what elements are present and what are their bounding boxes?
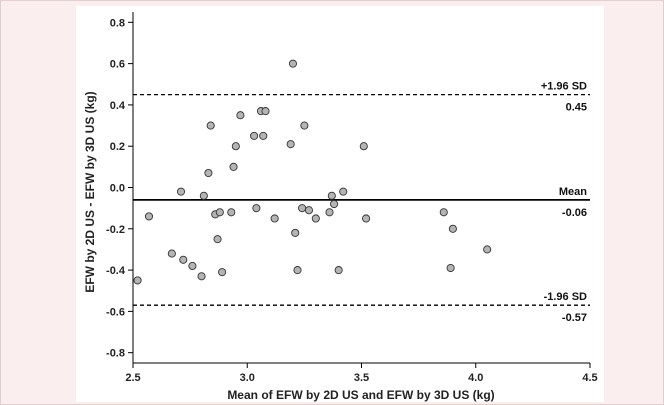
data-point: [213, 235, 222, 244]
data-point: [298, 204, 307, 213]
data-point: [215, 208, 224, 217]
y-tick-label: 0.0: [110, 183, 125, 195]
data-point: [218, 268, 227, 277]
data-point: [439, 208, 448, 217]
data-point: [330, 199, 339, 209]
data-point: [483, 245, 492, 254]
data-point: [311, 214, 320, 223]
data-point: [270, 214, 279, 223]
data-point: [167, 249, 176, 258]
data-point: [144, 212, 154, 221]
data-point: [293, 266, 302, 275]
reference-lines: +1.96 SD 0.45 Mean -0.06 -1.96 SD -0.57: [133, 81, 590, 324]
reference-line-label: -1.96 SD: [544, 291, 587, 303]
data-point: [179, 255, 188, 264]
x-tick-label: 3.0: [240, 372, 255, 384]
axes: 0.8 0.6 0.4 0.2 0.0 -0.2 -0.4 -0.6 -0.82.5 3.0 3.5…: [106, 12, 598, 384]
data-point: [288, 59, 298, 68]
reference-line-value: -0.06: [562, 207, 587, 219]
x-axis-title: Mean of EFW by 2D US and EFW by 3D US (k…: [227, 388, 494, 402]
data-point: [176, 187, 186, 196]
data-point: [204, 168, 213, 178]
data-point: [206, 121, 215, 130]
data-point: [197, 272, 206, 281]
y-axis-title: EFW by 2D US - EFW by 3D US (kg): [83, 91, 97, 292]
data-point: [286, 140, 295, 149]
data-point: [229, 162, 238, 171]
data-point: [261, 107, 270, 116]
plot-card: [76, 6, 604, 402]
data-point: [339, 187, 348, 196]
x-tick-label: 4.0: [468, 372, 483, 384]
reference-line-label: +1.96 SD: [541, 81, 587, 93]
data-point: [304, 206, 313, 215]
data-point: [448, 224, 457, 233]
y-tick-label: -0.6: [106, 306, 125, 318]
data-point: [231, 142, 240, 151]
y-tick-label: 0.8: [110, 17, 125, 29]
data-point: [199, 191, 208, 200]
y-tick-label: 0.6: [110, 59, 125, 71]
data-points: [133, 59, 492, 285]
data-point: [446, 263, 455, 273]
data-point: [259, 131, 268, 140]
y-tick-label: -0.4: [106, 265, 126, 277]
data-point: [227, 208, 236, 217]
data-point: [188, 261, 197, 271]
reference-line-label: Mean: [559, 186, 587, 198]
y-tick-label: 0.2: [110, 141, 125, 153]
y-tick-label: -0.8: [106, 348, 125, 360]
data-point: [250, 131, 259, 140]
data-point: [133, 276, 142, 285]
data-point: [334, 266, 343, 275]
data-point: [300, 121, 309, 130]
data-point: [327, 191, 336, 200]
data-point: [252, 204, 261, 213]
data-point: [359, 142, 368, 151]
x-tick-label: 3.5: [354, 372, 369, 384]
data-point: [291, 228, 300, 237]
reference-line-value: 0.45: [566, 102, 587, 114]
reference-line-value: -0.57: [562, 312, 587, 324]
data-point: [362, 214, 371, 223]
y-tick-label: 0.4: [110, 100, 126, 112]
y-tick-label: -0.2: [106, 224, 125, 236]
data-point: [236, 111, 245, 120]
data-point: [325, 208, 334, 217]
x-tick-label: 2.5: [125, 372, 140, 384]
x-tick-label: 4.5: [582, 372, 597, 384]
